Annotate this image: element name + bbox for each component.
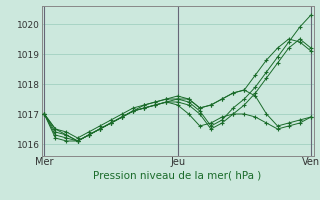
X-axis label: Pression niveau de la mer( hPa ): Pression niveau de la mer( hPa ) bbox=[93, 170, 262, 180]
